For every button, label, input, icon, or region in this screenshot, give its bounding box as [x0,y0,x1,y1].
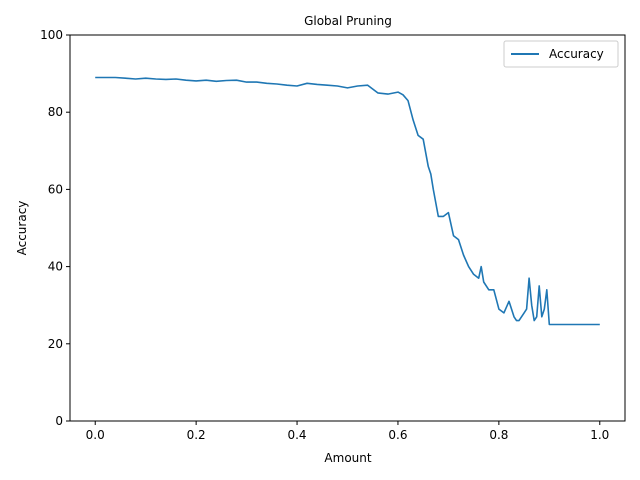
x-tick-label: 0.8 [489,428,508,442]
x-axis-label: Amount [324,451,371,465]
plot-frame [69,34,626,422]
x-tick-label: 1.0 [590,428,609,442]
y-tick-label: 60 [48,182,63,196]
y-tick-label: 0 [55,414,63,428]
chart-title: Global Pruning [304,14,392,28]
y-tick-label: 40 [48,260,63,274]
legend-label-accuracy: Accuracy [549,47,604,61]
x-tick-label: 0.4 [287,428,306,442]
x-tick-label: 0.6 [388,428,407,442]
y-axis: 0 20 40 60 80 100 [40,28,70,428]
x-axis: 0.0 0.2 0.4 0.6 0.8 1.0 [86,421,609,442]
y-tick-label: 80 [48,105,63,119]
x-tick-label: 0.0 [86,428,105,442]
x-tick-label: 0.2 [187,428,206,442]
series-line-accuracy [95,76,600,326]
y-tick-label: 100 [40,28,63,42]
y-tick-label: 20 [48,337,63,351]
legend-box [503,40,619,68]
legend: Accuracy [503,40,619,68]
series-layer [95,76,600,326]
y-axis-label: Accuracy [15,201,29,256]
plot-area: 0.0 0.2 0.4 0.6 0.8 1.0 0 20 40 60 80 100 [40,28,626,442]
